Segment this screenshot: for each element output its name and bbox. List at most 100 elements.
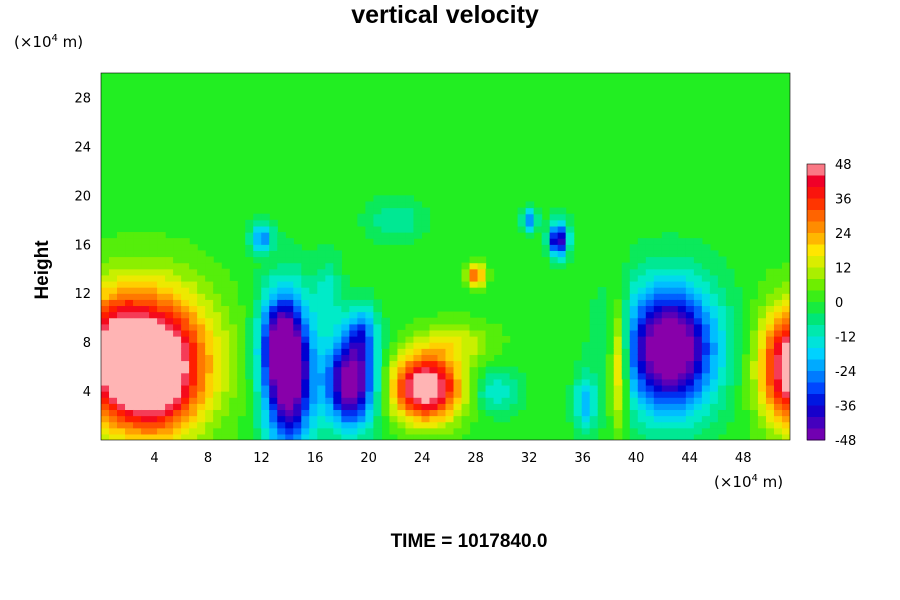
heatmap-cell <box>317 293 326 300</box>
heatmap-cell <box>677 415 687 423</box>
heatmap-cell <box>293 372 302 380</box>
heatmap-cell <box>325 293 334 300</box>
heatmap-cell <box>349 360 358 368</box>
heatmap-cell <box>317 378 326 386</box>
heatmap-cell <box>149 262 158 270</box>
heatmap-cell <box>141 421 150 429</box>
heatmap-cell <box>293 311 302 319</box>
heatmap-cell <box>717 403 727 411</box>
heatmap-cell <box>645 280 655 288</box>
heatmap-cell <box>101 305 110 313</box>
heatmap-cell <box>669 378 679 386</box>
heatmap-cell <box>693 397 703 404</box>
heatmap-cell <box>469 348 479 355</box>
heatmap-cell <box>445 329 455 337</box>
heatmap-cell <box>757 415 767 423</box>
heatmap-cell <box>149 378 158 386</box>
heatmap-cell <box>101 403 110 411</box>
heatmap-cell <box>165 384 174 392</box>
heatmap-cell <box>701 348 711 355</box>
heatmap-cell <box>293 280 302 288</box>
heatmap-cell <box>701 391 711 398</box>
heatmap-cell <box>381 213 391 221</box>
heatmap-cell <box>461 354 471 362</box>
heatmap-cell <box>661 268 671 276</box>
heatmap-cell <box>405 360 415 368</box>
heatmap-cell <box>613 329 623 337</box>
heatmap-cell <box>661 360 671 368</box>
heatmap-cell <box>277 360 286 368</box>
heatmap-cell <box>125 232 134 239</box>
heatmap-cell <box>261 244 270 251</box>
heatmap-cell <box>765 397 775 404</box>
heatmap-cell <box>317 354 326 362</box>
heatmap-cell <box>125 391 134 398</box>
heatmap-cell <box>157 391 166 398</box>
heatmap-cell <box>357 213 366 221</box>
heatmap-cell <box>357 409 366 417</box>
heatmap-cell <box>765 268 775 276</box>
heatmap-cell <box>477 256 487 264</box>
heatmap-cell <box>309 372 318 380</box>
heatmap-cell <box>501 403 511 411</box>
heatmap-cell <box>229 415 238 423</box>
heatmap-cell <box>677 391 687 398</box>
heatmap-cell <box>325 244 334 251</box>
heatmap-cell <box>781 268 790 276</box>
heatmap-cell <box>317 342 326 349</box>
heatmap-cell <box>213 262 222 270</box>
heatmap-cell <box>653 397 663 404</box>
heatmap-cell <box>685 397 695 404</box>
heatmap-cell <box>693 250 703 258</box>
heatmap-cell <box>765 366 775 374</box>
heatmap-cell <box>341 421 350 429</box>
heatmap-cell <box>125 354 134 362</box>
heatmap-cell <box>421 415 431 423</box>
heatmap-cell <box>197 403 206 411</box>
heatmap-cell <box>653 342 663 349</box>
heatmap-cell <box>325 360 334 368</box>
heatmap-cell <box>101 329 110 337</box>
heatmap-cell <box>437 384 447 392</box>
heatmap-cell <box>333 360 342 368</box>
heatmap-cell <box>373 372 383 380</box>
heatmap-cell <box>309 403 318 411</box>
heatmap-cell <box>117 305 126 313</box>
heatmap-cell <box>229 360 238 368</box>
heatmap-cell <box>253 372 262 380</box>
heatmap-cell <box>261 433 270 440</box>
heatmap-cell <box>165 397 174 404</box>
heatmap-cell <box>733 287 743 294</box>
heatmap-cell <box>333 280 342 288</box>
heatmap-cell <box>533 207 543 215</box>
heatmap-cell <box>349 336 358 343</box>
heatmap-cell <box>461 311 471 319</box>
heatmap-cell <box>309 317 318 325</box>
heatmap-cell <box>101 262 110 270</box>
heatmap-cell <box>333 268 342 276</box>
heatmap-cell <box>309 378 318 386</box>
heatmap-cell <box>685 268 695 276</box>
heatmap-cell <box>237 378 246 386</box>
heatmap-cell <box>725 274 735 282</box>
heatmap-cell <box>533 219 543 227</box>
heatmap-cell <box>197 427 206 435</box>
heatmap-cell <box>661 317 671 325</box>
heatmap-cell <box>253 403 262 411</box>
heatmap-cell <box>237 372 246 380</box>
x-tick-label: 16 <box>307 451 324 466</box>
heatmap-cell <box>157 244 166 251</box>
colorbar-tick-label: 48 <box>835 158 852 173</box>
heatmap-cell <box>677 421 687 429</box>
heatmap-cell <box>613 391 623 398</box>
heatmap-cell <box>205 372 214 380</box>
heatmap-cell <box>733 336 743 343</box>
heatmap-cell <box>301 415 310 423</box>
heatmap-cell <box>101 311 110 319</box>
heatmap-cell <box>197 311 206 319</box>
heatmap-cell <box>301 366 310 374</box>
heatmap-cell <box>205 287 214 294</box>
heatmap-cell <box>125 317 134 325</box>
heatmap-cell <box>389 378 399 386</box>
